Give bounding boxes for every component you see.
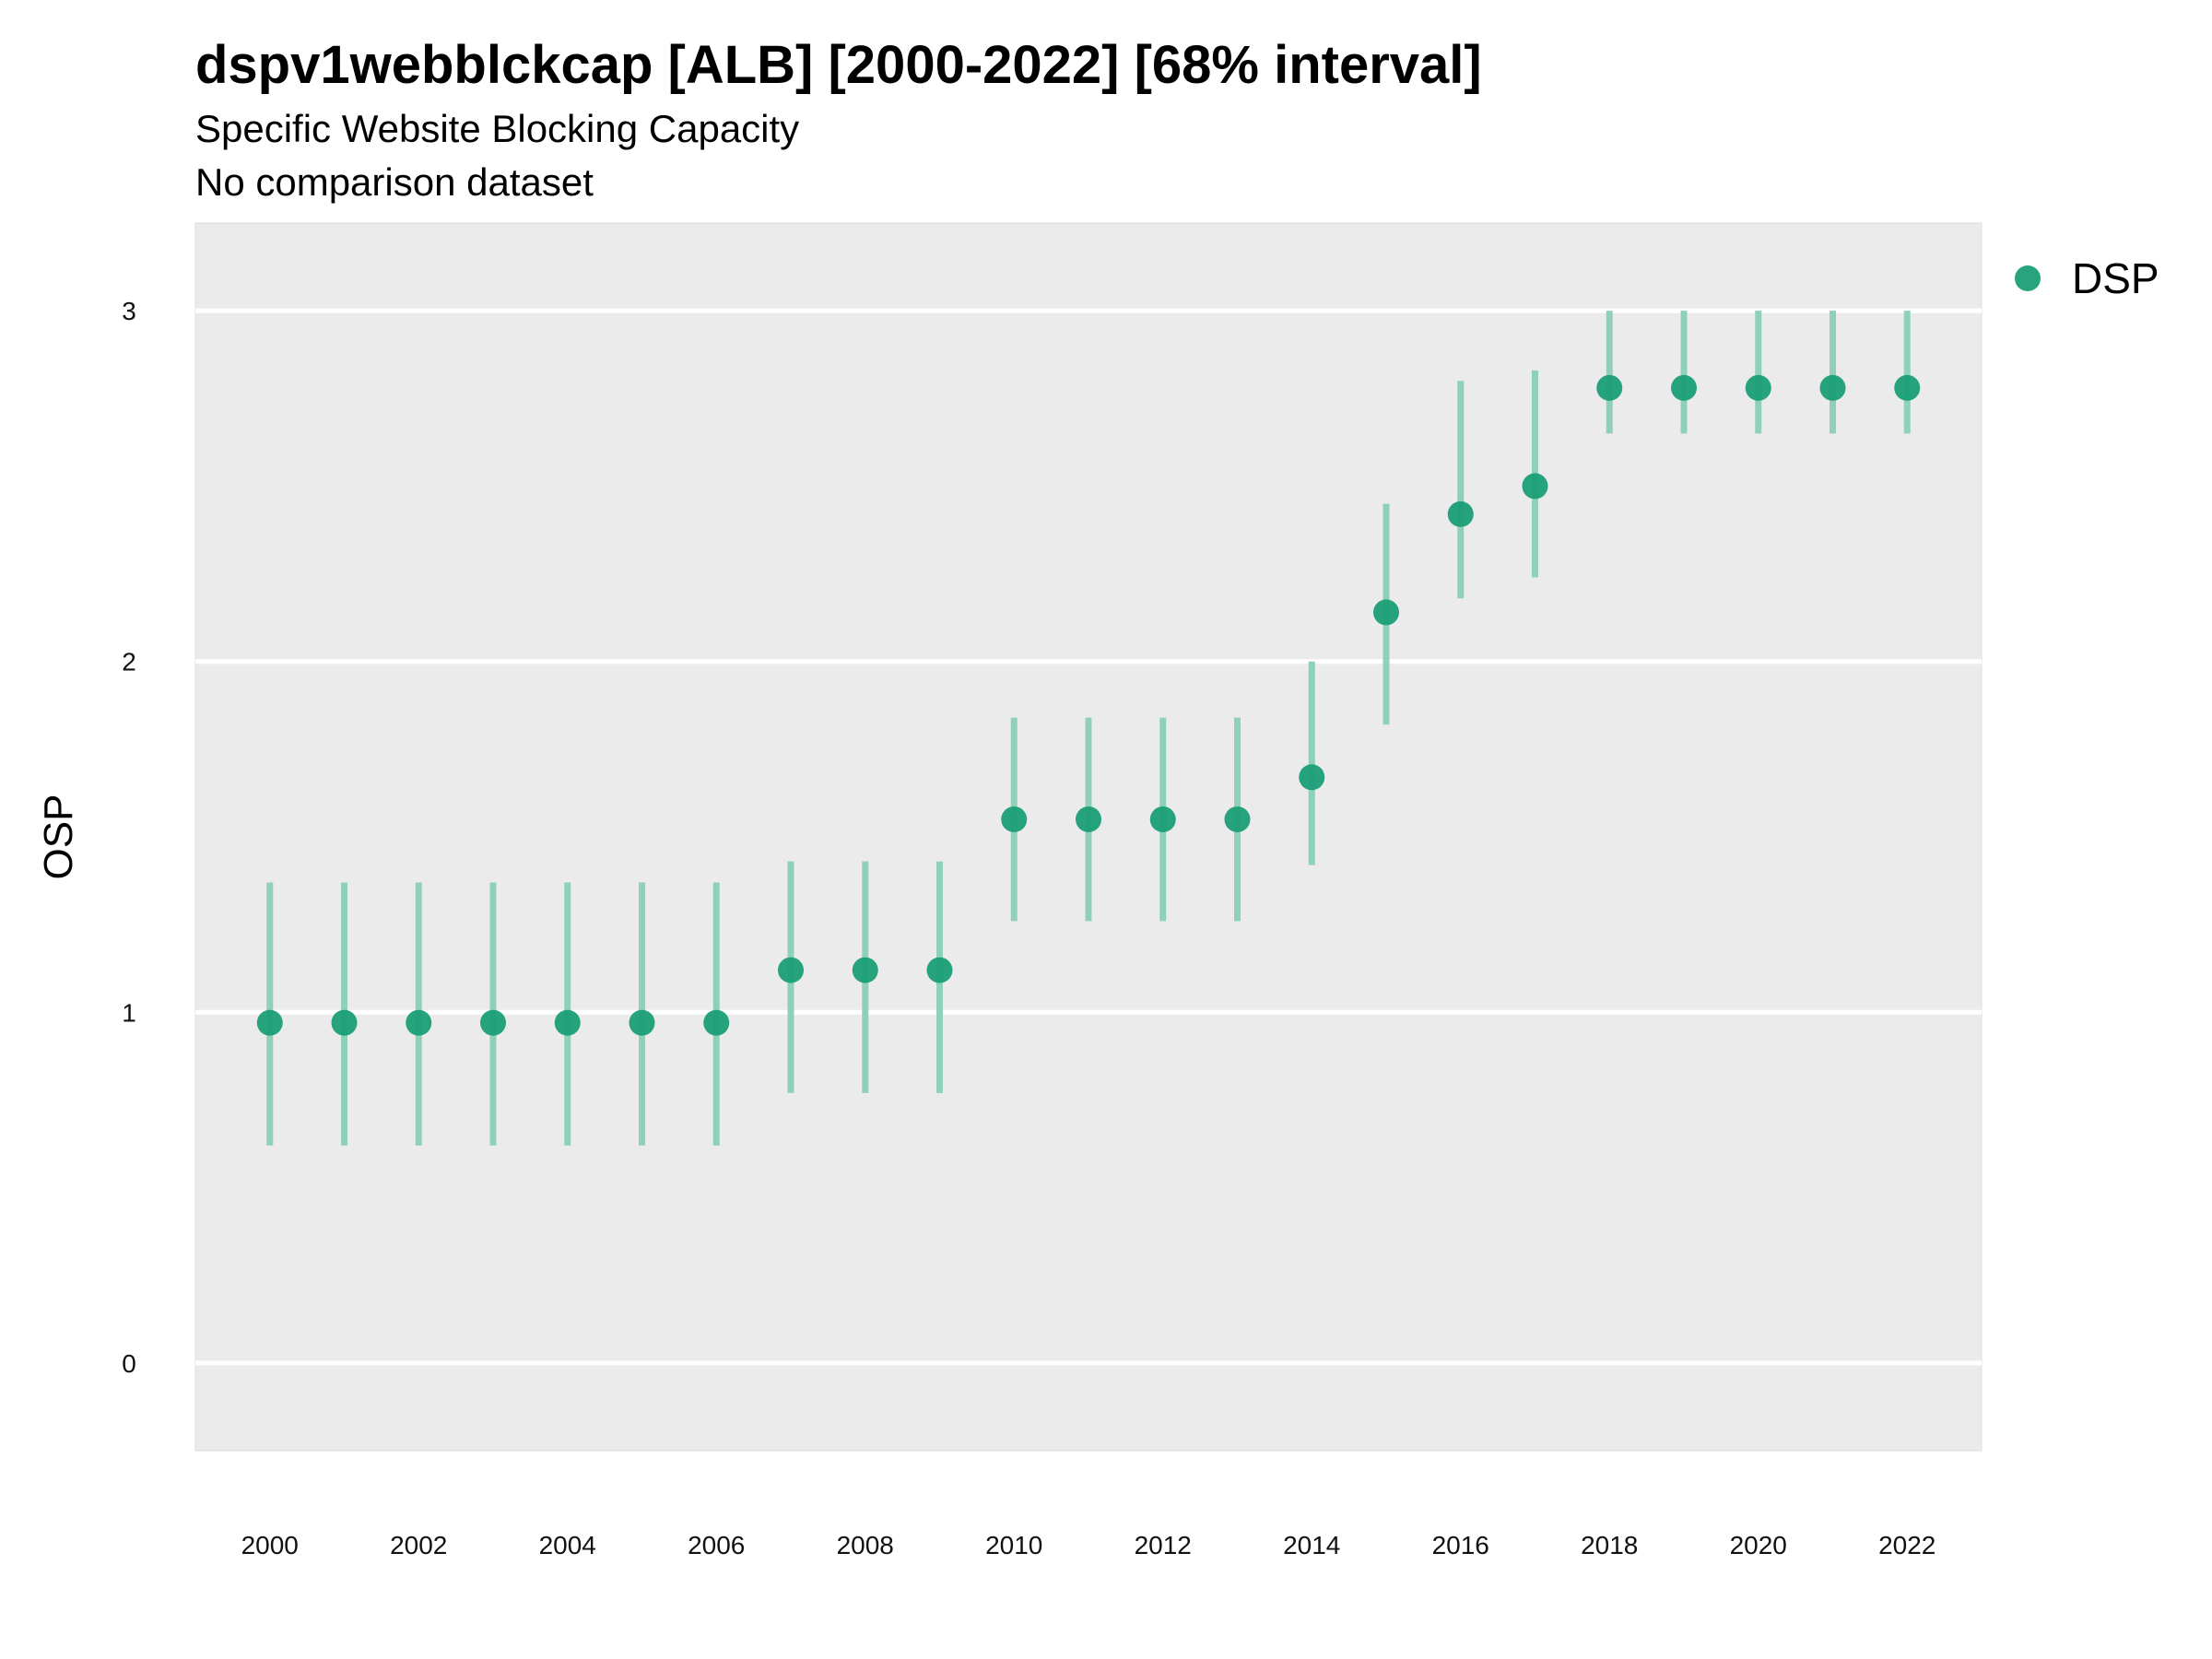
legend: DSP (2015, 254, 2159, 302)
data-point (406, 1009, 432, 1036)
data-point (480, 1009, 506, 1036)
data-point (703, 1009, 730, 1036)
y-tick-label: 3 (122, 297, 136, 325)
data-point (1745, 374, 1771, 401)
chart-title: dspv1webblckcap [ALB] [2000-2022] [68% i… (195, 35, 1482, 95)
x-tick-label: 2016 (1432, 1531, 1489, 1559)
y-tick-label: 0 (122, 1349, 136, 1378)
data-point (1447, 500, 1474, 527)
data-point (852, 957, 878, 983)
x-tick-labels: 2000 2002 2004 2006 2008 2010 2012 2014 2016 2018… (241, 1531, 1936, 1559)
data-point (1299, 764, 1325, 791)
data-points (256, 374, 1921, 1036)
data-point (256, 1009, 283, 1036)
data-point (1522, 473, 1548, 500)
data-point (1894, 374, 1921, 401)
data-point (1149, 806, 1176, 832)
chart-caption: No comparison dataset (195, 160, 594, 204)
data-point (1671, 374, 1697, 401)
x-tick-label: 2014 (1283, 1531, 1340, 1559)
y-tick-label: 1 (122, 998, 136, 1027)
x-tick-label: 2012 (1135, 1531, 1192, 1559)
data-point (629, 1009, 655, 1036)
data-point (1596, 374, 1623, 401)
data-point (1076, 806, 1101, 832)
y-tick-label: 2 (122, 648, 136, 677)
y-axis-label: OSP (36, 794, 81, 880)
x-tick-label: 2022 (1878, 1531, 1936, 1559)
x-tick-label: 2008 (837, 1531, 894, 1559)
x-tick-label: 2018 (1581, 1531, 1638, 1559)
x-tick-label: 2000 (241, 1531, 299, 1559)
x-tick-label: 2020 (1730, 1531, 1787, 1559)
data-point (331, 1009, 358, 1036)
x-tick-label: 2010 (985, 1531, 1042, 1559)
x-tick-label: 2006 (688, 1531, 745, 1559)
legend-label-dsp: DSP (2072, 254, 2159, 302)
data-point (1819, 374, 1846, 401)
x-tick-label: 2004 (539, 1531, 596, 1559)
x-tick-label: 2002 (390, 1531, 447, 1559)
data-point (1373, 599, 1399, 626)
data-point (926, 957, 953, 983)
legend-key-dsp (2015, 265, 2041, 291)
data-point (778, 957, 804, 983)
data-point (1224, 806, 1251, 832)
data-point (554, 1009, 581, 1036)
data-point (1001, 806, 1028, 832)
chart-subtitle: Specific Website Blocking Capacity (195, 107, 800, 150)
y-tick-labels: 0 1 2 3 (122, 297, 136, 1378)
